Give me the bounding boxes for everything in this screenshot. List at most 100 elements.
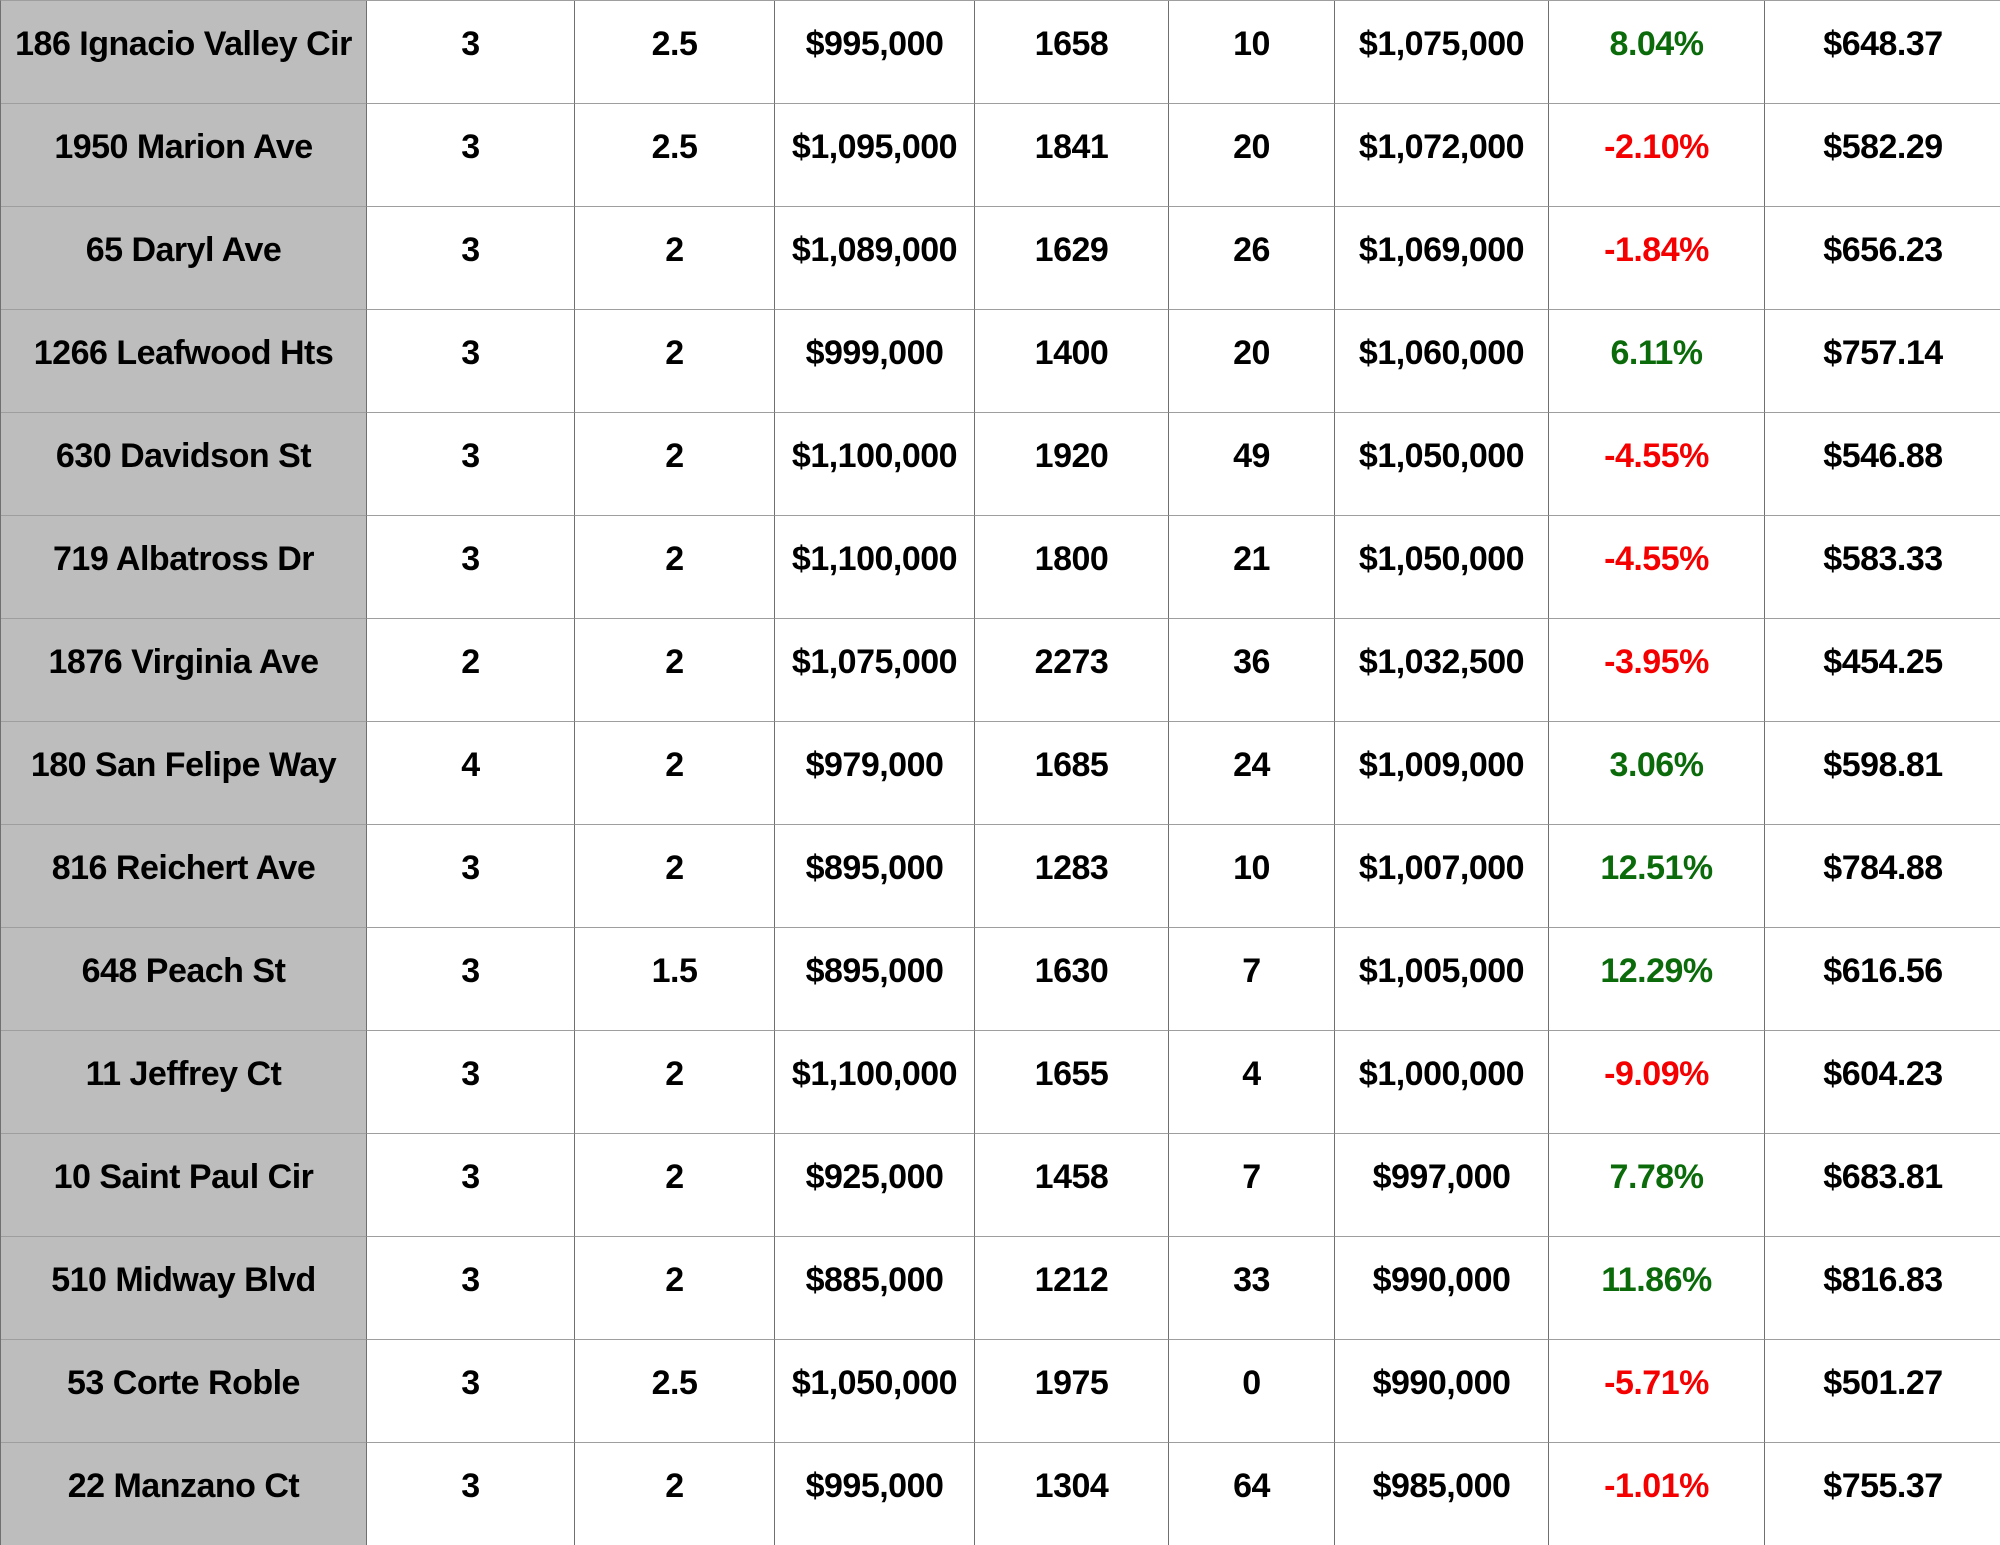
- cell-beds: 3: [367, 1340, 575, 1443]
- cell-list-price: $1,100,000: [775, 413, 975, 516]
- cell-pct-change: 3.06%: [1549, 722, 1765, 825]
- cell-price-per-sqft: $582.29: [1765, 104, 2000, 207]
- cell-days: 4: [1169, 1031, 1335, 1134]
- cell-sqft: 1658: [975, 1, 1169, 104]
- cell-address: 1876 Virginia Ave: [1, 619, 367, 722]
- cell-list-price: $885,000: [775, 1237, 975, 1340]
- cell-address: 719 Albatross Dr: [1, 516, 367, 619]
- cell-days: 36: [1169, 619, 1335, 722]
- cell-sqft: 1685: [975, 722, 1169, 825]
- cell-days: 64: [1169, 1443, 1335, 1545]
- cell-pct-change: 11.86%: [1549, 1237, 1765, 1340]
- cell-pct-change: 12.29%: [1549, 928, 1765, 1031]
- cell-pct-change: 6.11%: [1549, 310, 1765, 413]
- cell-days: 20: [1169, 310, 1335, 413]
- cell-baths: 2: [575, 1443, 775, 1545]
- cell-sold-price: $1,005,000: [1335, 928, 1549, 1031]
- cell-baths: 2.5: [575, 1, 775, 104]
- cell-list-price: $1,100,000: [775, 1031, 975, 1134]
- cell-list-price: $925,000: [775, 1134, 975, 1237]
- cell-baths: 2: [575, 722, 775, 825]
- cell-pct-change: -9.09%: [1549, 1031, 1765, 1134]
- cell-address: 180 San Felipe Way: [1, 722, 367, 825]
- cell-list-price: $995,000: [775, 1, 975, 104]
- cell-pct-change: -3.95%: [1549, 619, 1765, 722]
- cell-sqft: 1800: [975, 516, 1169, 619]
- cell-sold-price: $1,060,000: [1335, 310, 1549, 413]
- cell-sold-price: $1,075,000: [1335, 1, 1549, 104]
- cell-sold-price: $1,009,000: [1335, 722, 1549, 825]
- cell-sold-price: $997,000: [1335, 1134, 1549, 1237]
- cell-sqft: 1841: [975, 104, 1169, 207]
- cell-sold-price: $1,032,500: [1335, 619, 1549, 722]
- cell-list-price: $1,050,000: [775, 1340, 975, 1443]
- cell-address: 630 Davidson St: [1, 413, 367, 516]
- cell-address: 11 Jeffrey Ct: [1, 1031, 367, 1134]
- cell-price-per-sqft: $454.25: [1765, 619, 2000, 722]
- cell-beds: 3: [367, 928, 575, 1031]
- cell-price-per-sqft: $583.33: [1765, 516, 2000, 619]
- cell-days: 26: [1169, 207, 1335, 310]
- cell-pct-change: 7.78%: [1549, 1134, 1765, 1237]
- cell-list-price: $999,000: [775, 310, 975, 413]
- cell-days: 7: [1169, 1134, 1335, 1237]
- cell-sold-price: $1,069,000: [1335, 207, 1549, 310]
- cell-baths: 1.5: [575, 928, 775, 1031]
- cell-price-per-sqft: $816.83: [1765, 1237, 2000, 1340]
- cell-beds: 3: [367, 1237, 575, 1340]
- cell-beds: 3: [367, 1031, 575, 1134]
- cell-sqft: 2273: [975, 619, 1169, 722]
- cell-sqft: 1458: [975, 1134, 1169, 1237]
- cell-baths: 2: [575, 413, 775, 516]
- cell-beds: 4: [367, 722, 575, 825]
- cell-sqft: 1629: [975, 207, 1169, 310]
- cell-beds: 3: [367, 1443, 575, 1545]
- cell-list-price: $1,100,000: [775, 516, 975, 619]
- cell-price-per-sqft: $784.88: [1765, 825, 2000, 928]
- cell-baths: 2: [575, 619, 775, 722]
- cell-price-per-sqft: $501.27: [1765, 1340, 2000, 1443]
- cell-address: 65 Daryl Ave: [1, 207, 367, 310]
- cell-price-per-sqft: $648.37: [1765, 1, 2000, 104]
- cell-baths: 2.5: [575, 1340, 775, 1443]
- cell-sold-price: $990,000: [1335, 1237, 1549, 1340]
- cell-days: 20: [1169, 104, 1335, 207]
- cell-sqft: 1283: [975, 825, 1169, 928]
- cell-list-price: $995,000: [775, 1443, 975, 1545]
- cell-baths: 2: [575, 1031, 775, 1134]
- cell-address: 816 Reichert Ave: [1, 825, 367, 928]
- cell-list-price: $895,000: [775, 825, 975, 928]
- cell-list-price: $979,000: [775, 722, 975, 825]
- cell-pct-change: -1.84%: [1549, 207, 1765, 310]
- cell-sold-price: $1,050,000: [1335, 516, 1549, 619]
- cell-sold-price: $1,000,000: [1335, 1031, 1549, 1134]
- cell-list-price: $1,075,000: [775, 619, 975, 722]
- cell-address: 510 Midway Blvd: [1, 1237, 367, 1340]
- cell-beds: 2: [367, 619, 575, 722]
- cell-price-per-sqft: $683.81: [1765, 1134, 2000, 1237]
- cell-days: 24: [1169, 722, 1335, 825]
- cell-list-price: $1,095,000: [775, 104, 975, 207]
- cell-sold-price: $1,072,000: [1335, 104, 1549, 207]
- cell-days: 10: [1169, 1, 1335, 104]
- cell-price-per-sqft: $598.81: [1765, 722, 2000, 825]
- cell-sqft: 1400: [975, 310, 1169, 413]
- cell-days: 49: [1169, 413, 1335, 516]
- cell-beds: 3: [367, 310, 575, 413]
- cell-beds: 3: [367, 1134, 575, 1237]
- cell-days: 7: [1169, 928, 1335, 1031]
- cell-days: 21: [1169, 516, 1335, 619]
- cell-address: 186 Ignacio Valley Cir: [1, 1, 367, 104]
- cell-sqft: 1212: [975, 1237, 1169, 1340]
- cell-baths: 2: [575, 207, 775, 310]
- cell-beds: 3: [367, 825, 575, 928]
- cell-address: 53 Corte Roble: [1, 1340, 367, 1443]
- cell-price-per-sqft: $755.37: [1765, 1443, 2000, 1545]
- cell-beds: 3: [367, 413, 575, 516]
- cell-days: 0: [1169, 1340, 1335, 1443]
- cell-sold-price: $1,007,000: [1335, 825, 1549, 928]
- cell-beds: 3: [367, 516, 575, 619]
- cell-pct-change: -4.55%: [1549, 413, 1765, 516]
- cell-sqft: 1655: [975, 1031, 1169, 1134]
